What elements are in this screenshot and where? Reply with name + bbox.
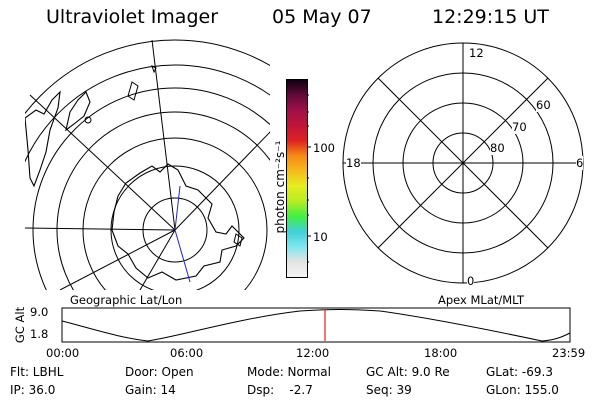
magnetic-map-label: Apex MLat/MLT bbox=[438, 293, 525, 307]
mlt-label-18: 18 bbox=[346, 156, 361, 170]
lat-circle bbox=[25, 39, 270, 115]
mlt-line bbox=[377, 77, 549, 249]
lat-circle bbox=[110, 165, 240, 290]
filter-status: Flt: LBHL bbox=[10, 365, 64, 379]
time-tick-1200: 12:00 bbox=[296, 346, 330, 360]
mlat-label-60: 60 bbox=[536, 98, 551, 112]
instrument-title: Ultraviolet Imager bbox=[46, 6, 219, 28]
lat-circle bbox=[82, 137, 268, 290]
altitude-ytick-max: 9.0 bbox=[30, 305, 49, 319]
antarctica-coastline bbox=[111, 163, 245, 281]
mlat-label-80: 80 bbox=[490, 141, 505, 155]
time-tick-2359: 23:59 bbox=[552, 346, 586, 360]
altitude-curve bbox=[61, 309, 571, 342]
australia-coastline bbox=[25, 90, 61, 188]
altitude-plot-frame bbox=[61, 307, 571, 343]
mlt-label-6: 6 bbox=[576, 156, 584, 170]
mode-status: Mode: Normal bbox=[247, 365, 331, 379]
satellite-track bbox=[174, 185, 181, 231]
time-tick-0600: 06:00 bbox=[170, 346, 204, 360]
glat-status: GLat: -69.3 bbox=[486, 365, 553, 379]
gain-status: Gain: 14 bbox=[125, 383, 176, 397]
mlat-label-70: 70 bbox=[512, 120, 527, 134]
meridian bbox=[174, 131, 270, 231]
lat-circle bbox=[32, 87, 270, 290]
ip-status: IP: 36.0 bbox=[10, 383, 56, 397]
colorbar-tick-10: 10 bbox=[313, 230, 328, 244]
mlt-label-12: 12 bbox=[469, 46, 484, 60]
time-tick-1800: 18:00 bbox=[424, 346, 458, 360]
altitude-ytick-min: 1.8 bbox=[30, 327, 49, 341]
island bbox=[127, 81, 139, 101]
mlt-label-0: 0 bbox=[467, 274, 475, 288]
dsp-status: Dsp: -2.7 bbox=[247, 383, 313, 397]
island bbox=[84, 116, 92, 124]
meridian bbox=[139, 229, 176, 290]
seq-status: Seq: 39 bbox=[366, 383, 412, 397]
new-zealand-coastline bbox=[65, 91, 91, 132]
door-status: Door: Open bbox=[125, 365, 194, 379]
gc-alt-status: GC Alt: 9.0 Re bbox=[366, 365, 450, 379]
colorbar-tick-100: 100 bbox=[313, 141, 335, 155]
meridian bbox=[59, 229, 176, 290]
geographic-map-label: Geographic Lat/Lon bbox=[70, 293, 183, 307]
glon-status: GLon: 155.0 bbox=[486, 383, 559, 397]
island bbox=[151, 65, 157, 74]
lat-circle bbox=[25, 64, 270, 163]
date-label: 05 May 07 bbox=[272, 6, 372, 28]
meridian bbox=[151, 39, 176, 231]
island bbox=[233, 233, 243, 247]
time-label: 12:29:15 UT bbox=[432, 6, 549, 28]
satellite-track bbox=[174, 229, 191, 283]
colorbar-gradient bbox=[287, 80, 307, 277]
time-tick-0000: 00:00 bbox=[46, 346, 80, 360]
meridian bbox=[25, 227, 176, 231]
lat-circle bbox=[56, 111, 270, 290]
